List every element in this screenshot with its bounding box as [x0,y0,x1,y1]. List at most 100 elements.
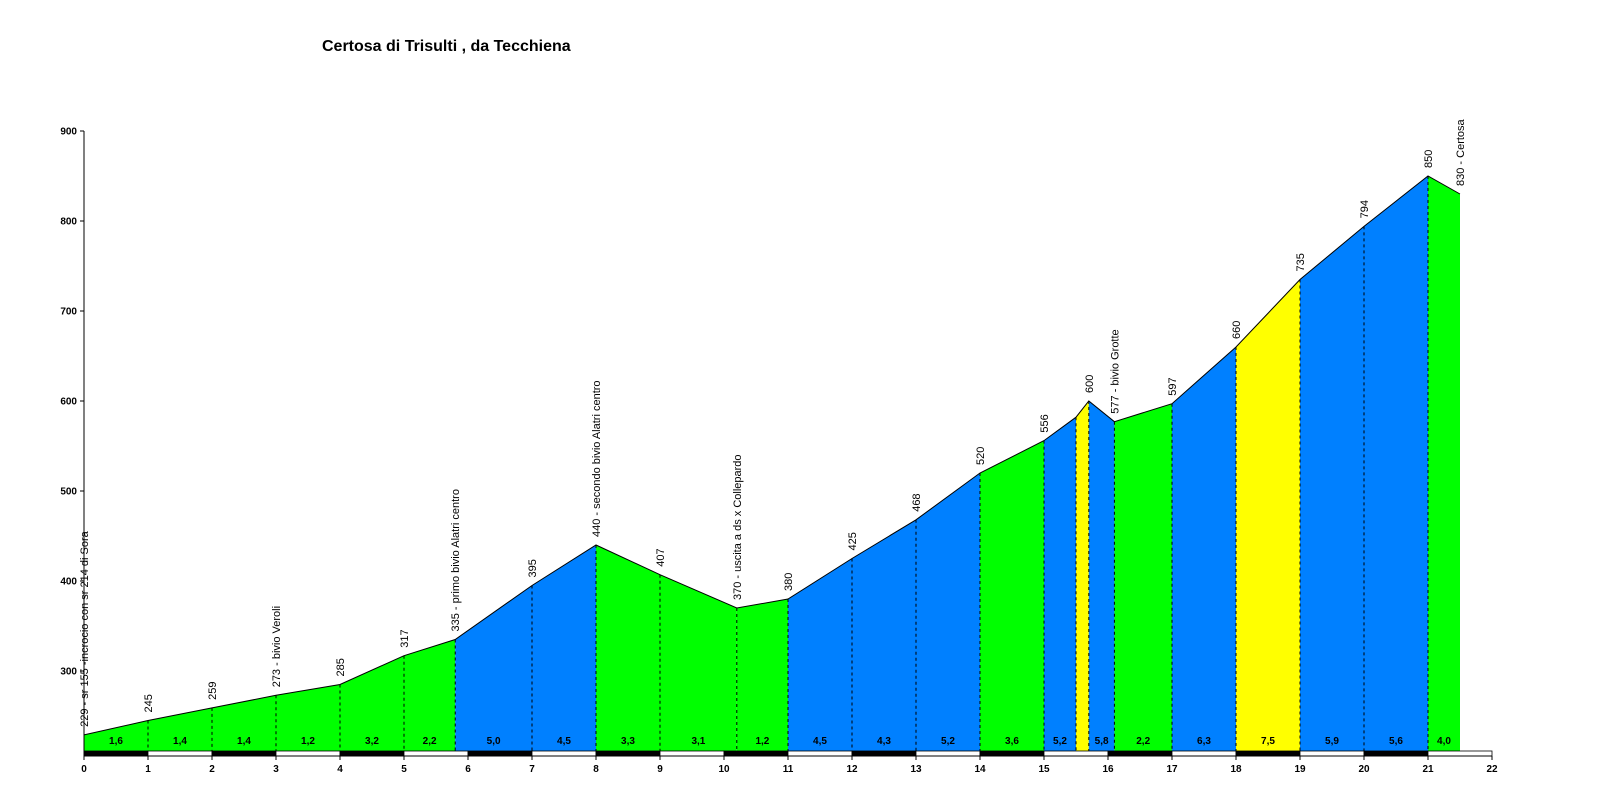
altitude-label: 597 [1167,377,1179,395]
profile-segment [660,574,737,752]
x-tick-label: 19 [1294,764,1306,775]
profile-segment [276,684,340,752]
gradient-label: 4,5 [557,736,571,747]
altitude-label: 794 [1359,200,1371,218]
gradient-label: 3,2 [365,736,379,747]
altitude-label: 229 - sr 155 -incrocio con sr 214 di Sor… [79,530,91,727]
profile-segment [212,695,276,752]
profile-segment [1236,279,1300,752]
profile-segment [148,707,212,752]
y-tick-label: 300 [60,667,77,678]
altitude-label: 407 [655,548,667,566]
gradient-label: 5,6 [1389,736,1403,747]
gradient-label: 5,8 [1095,736,1109,747]
altitude-label: 440 - secondo bivio Alatri centro [591,380,603,537]
km-strip-block [1299,750,1365,757]
gradient-label: 6,3 [1197,736,1211,747]
km-strip-block [979,750,1045,757]
gradient-label: 4,0 [1437,736,1451,747]
profile-segment [980,440,1044,752]
x-tick-label: 15 [1038,764,1050,775]
gradient-label: 1,4 [237,736,251,747]
km-strip-block [1427,750,1493,757]
km-strip-block [211,750,277,757]
km-strip-block [1043,750,1109,757]
profile-line [83,175,1461,736]
altitude-label: 370 - uscita a ds x Collepardo [732,454,744,600]
x-tick-label: 8 [593,764,599,775]
profile-segment [84,720,148,752]
km-strip-block [467,750,533,757]
km-strip-block [787,750,853,757]
km-strip-block [339,750,405,757]
gradient-label: 1,2 [755,736,769,747]
altitude-label: 660 [1231,321,1243,339]
altitude-label: 317 [399,629,411,647]
gradient-label: 1,6 [109,736,123,747]
km-strip-block [659,750,725,757]
altitude-label: 850 [1423,150,1435,168]
altitude-label: 259 [207,682,219,700]
x-tick-label: 10 [718,764,730,775]
altitude-label: 273 - bivio Veroli [271,606,283,687]
gradient-label: 5,2 [1053,736,1067,747]
profile-segment [1044,417,1076,752]
x-tick-label: 9 [657,764,663,775]
altitude-label: 245 [143,694,155,712]
x-tick-label: 22 [1486,764,1498,775]
gradient-label: 2,2 [1136,736,1150,747]
x-tick-label: 18 [1230,764,1242,775]
km-strip-block [275,750,341,757]
gradient-label: 3,3 [621,736,635,747]
gradient-label: 2,2 [423,736,437,747]
profile-segment [455,585,532,752]
profile-segment [404,639,456,752]
gradient-label: 4,3 [877,736,891,747]
x-tick-label: 20 [1358,764,1370,775]
profile-segment [1114,403,1172,752]
altitude-label: 577 - bivio Grotte [1109,329,1121,413]
x-tick-label: 21 [1422,764,1434,775]
km-strip-block [1363,750,1429,757]
km-strip-block [723,750,789,757]
km-strip-block [531,750,597,757]
x-tick-label: 1 [145,764,151,775]
profile-segment [852,519,916,752]
gradient-label: 3,1 [691,736,705,747]
altitude-label: 600 [1084,375,1096,393]
x-tick-label: 4 [337,764,343,775]
x-tick-label: 2 [209,764,215,775]
x-tick-label: 11 [783,764,794,775]
profile-segment [1076,401,1089,752]
profile-segment [1364,176,1428,752]
x-tick-label: 12 [846,764,858,775]
km-strip-block [595,750,661,757]
profile-segment [1088,401,1115,752]
gradient-label: 1,4 [173,736,187,747]
gradient-label: 5,0 [487,736,501,747]
km-strip-block [1107,750,1173,757]
profile-segment [532,545,596,752]
x-tick-label: 16 [1102,764,1114,775]
x-tick-label: 3 [273,764,279,775]
profile-segment [1172,347,1236,752]
gradient-label: 3,6 [1005,736,1019,747]
gradient-label: 7,5 [1261,736,1275,747]
profile-segment [736,599,788,752]
y-tick-label: 400 [60,577,77,588]
altitude-label: 285 [335,658,347,676]
km-strip-block [851,750,917,757]
x-tick-label: 5 [401,764,407,775]
profile-segment [340,655,404,752]
km-strip-block [403,750,469,757]
y-tick-label: 600 [60,397,77,408]
y-tick-label: 800 [60,217,77,228]
x-tick-label: 6 [465,764,471,775]
profile-segment [916,473,980,752]
y-tick-label: 500 [60,487,77,498]
altitude-label: 425 [847,532,859,550]
x-tick-label: 14 [974,764,986,775]
gradient-label: 4,5 [813,736,827,747]
altitude-label: 468 [911,493,923,511]
